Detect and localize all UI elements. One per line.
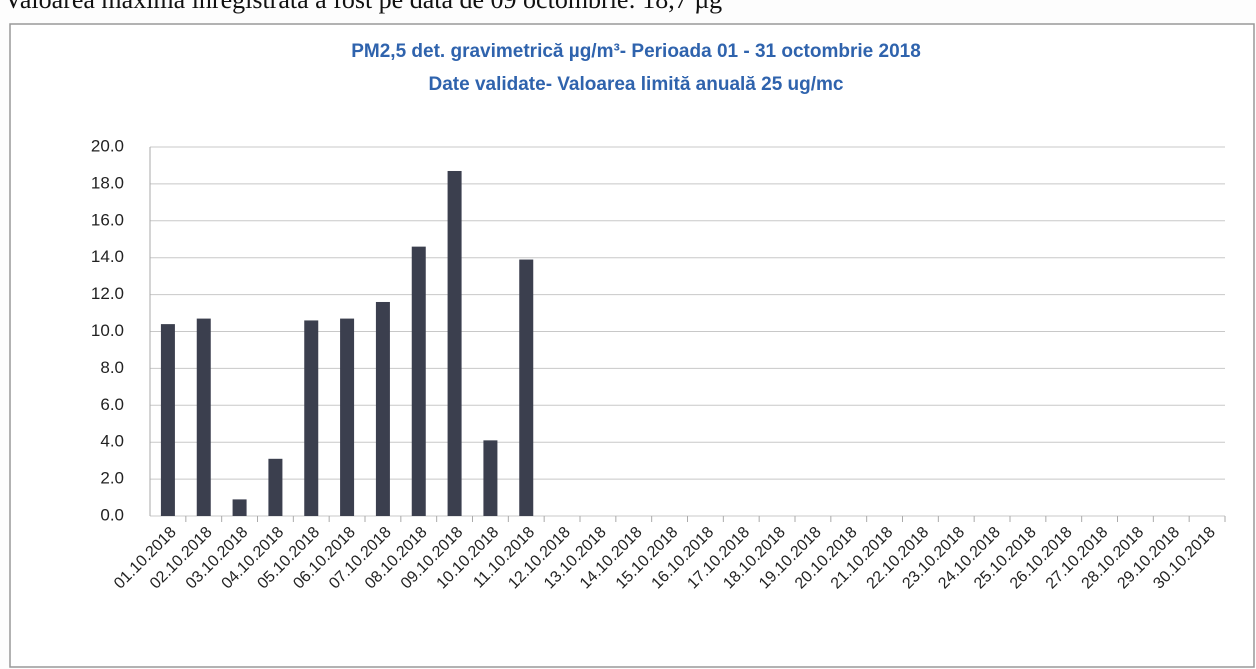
bar <box>304 320 319 516</box>
bar <box>375 301 390 516</box>
y-tick-label: 0.0 <box>100 505 124 524</box>
bar <box>196 318 211 516</box>
y-tick-label: 2.0 <box>100 469 124 488</box>
y-tick-label: 14.0 <box>91 247 124 266</box>
caption: Valoarea maximă înregistrată a fost pe d… <box>4 0 722 14</box>
bar <box>160 324 175 516</box>
y-tick-label: 10.0 <box>91 321 124 340</box>
y-tick-label: 8.0 <box>100 358 124 377</box>
bar <box>340 318 355 516</box>
bar <box>411 246 426 516</box>
chart-frame <box>9 23 1255 668</box>
chart-subtitle: Date validate- Valoarea limită anuală 25… <box>428 74 843 95</box>
bar <box>447 170 462 517</box>
y-tick-label: 18.0 <box>91 173 124 192</box>
y-tick-label: 20.0 <box>91 136 124 155</box>
bar <box>519 259 534 516</box>
y-tick-label: 16.0 <box>91 210 124 229</box>
y-tick-label: 4.0 <box>100 432 124 451</box>
bar <box>232 499 247 516</box>
bar <box>483 440 498 516</box>
y-tick-label: 6.0 <box>100 395 124 414</box>
y-tick-label: 12.0 <box>91 284 124 303</box>
bar <box>268 458 283 516</box>
chart-title: PM2,5 det. gravimetrică µg/m³- Perioada … <box>351 41 921 62</box>
